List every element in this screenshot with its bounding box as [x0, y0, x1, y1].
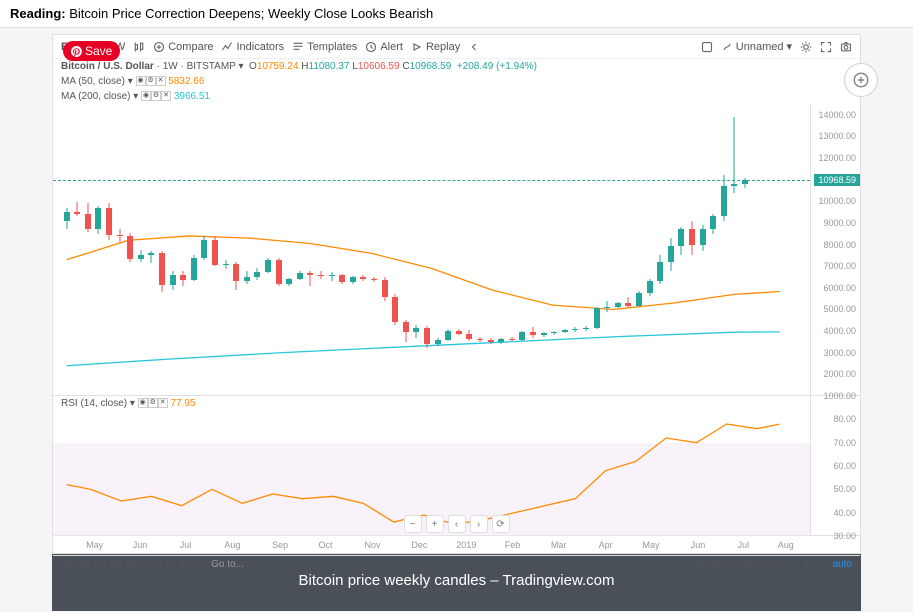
scroll-left-button[interactable]: ‹	[448, 515, 466, 533]
reading-title: Bitcoin Price Correction Deepens; Weekly…	[69, 6, 433, 21]
reading-label: Reading:	[10, 6, 66, 21]
camera-icon[interactable]	[840, 41, 852, 53]
undo-button[interactable]	[468, 41, 480, 53]
rsi-panel[interactable]: RSI (14, close) ▾ ◉⚙✕ 77.95 80.0070.0060…	[53, 396, 860, 536]
expand-circle-button[interactable]	[844, 63, 878, 97]
range-1M[interactable]: 1M	[92, 559, 106, 570]
chart-toolbar: BTCUSD W Compare Indicators Templates Al…	[53, 35, 860, 59]
checkbox-toggle[interactable]	[701, 41, 713, 53]
zoom-in-button[interactable]: +	[426, 515, 444, 533]
pinterest-save-button[interactable]: Save	[63, 41, 120, 61]
range-5Y[interactable]: 5Y	[180, 559, 192, 570]
clock: 02:40:03 (UTC)	[694, 559, 763, 570]
rsi-info: RSI (14, close) ▾ ◉⚙✕ 77.95	[61, 398, 196, 409]
range-6M[interactable]: 6M	[126, 559, 140, 570]
candles-layer	[53, 104, 810, 395]
reading-bar: Reading: Bitcoin Price Correction Deepen…	[0, 0, 913, 28]
layout-button[interactable]: Unnamed ▾	[721, 40, 792, 53]
ma200-line: MA (200, close) ▾ ◉⚙✕ 3966.51	[53, 89, 860, 104]
price-chart-panel[interactable]: 14000.0013000.0012000.0011000.0010000.00…	[53, 104, 860, 396]
indicators-button[interactable]: Indicators	[221, 41, 284, 53]
zoom-out-button[interactable]: −	[404, 515, 422, 533]
replay-button[interactable]: Replay	[411, 41, 460, 53]
range-1D[interactable]: 1D	[61, 559, 74, 570]
auto-button[interactable]: auto	[833, 559, 852, 570]
settings-icon[interactable]	[800, 41, 812, 53]
range-All[interactable]: All	[194, 559, 205, 570]
scroll-end-button[interactable]: ⟳	[492, 515, 510, 533]
range-5D[interactable]: 5D	[77, 559, 90, 570]
compare-button[interactable]: Compare	[153, 41, 213, 53]
rsi-yaxis: 80.0070.0060.0050.0040.0030.00	[810, 396, 860, 535]
fullscreen-icon[interactable]	[820, 41, 832, 53]
quote-line: Bitcoin / U.S. Dollar · 1W · BITSTAMP ▾ …	[53, 59, 860, 74]
range-YTD[interactable]: YTD	[142, 559, 162, 570]
time-axis: MayJunJulAugSepOctNovDec2019FebMarAprMay…	[53, 536, 860, 556]
price-yaxis: 14000.0013000.0012000.0011000.0010000.00…	[810, 104, 860, 395]
scroll-right-button[interactable]: ›	[470, 515, 488, 533]
range-3M[interactable]: 3M	[109, 559, 123, 570]
pct-button[interactable]: %	[781, 559, 790, 570]
alert-button[interactable]: Alert	[365, 41, 403, 53]
goto-button[interactable]: Go to...	[211, 559, 244, 570]
range-bar: 1D 5D 1M 3M 6M YTD 1Y 5Y All Go to... 02…	[53, 556, 860, 573]
range-1Y[interactable]: 1Y	[165, 559, 177, 570]
ma50-line: MA (50, close) ▾ ◉⚙✕ 5832.66	[53, 74, 860, 89]
nav-controls: − + ‹ › ⟳	[404, 515, 510, 533]
chart-frame: Save BTCUSD W Compare Indicators Templat…	[52, 34, 861, 554]
candle-type-button[interactable]	[133, 41, 145, 53]
log-button[interactable]: log	[804, 559, 817, 570]
templates-button[interactable]: Templates	[292, 41, 357, 53]
